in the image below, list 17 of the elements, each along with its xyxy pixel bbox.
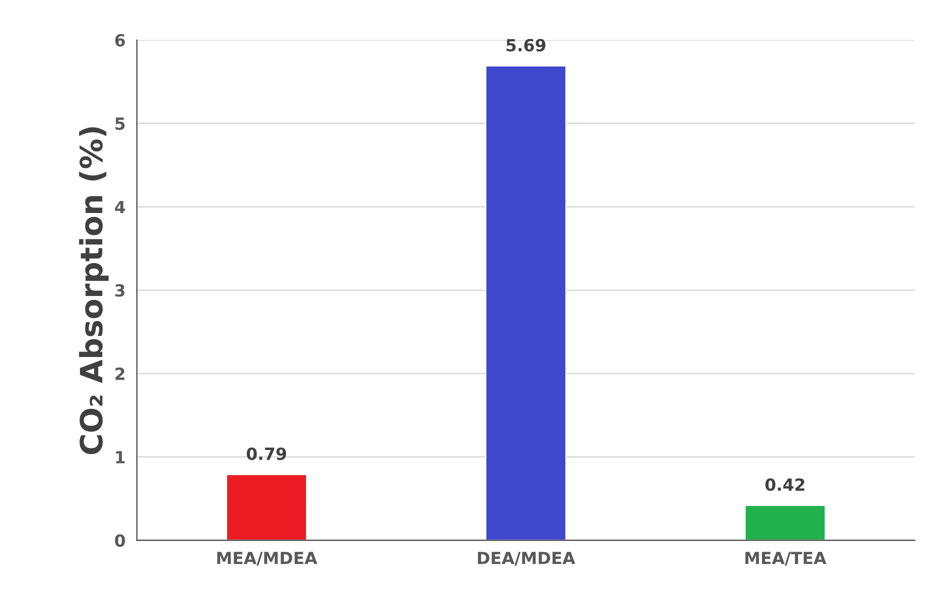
x-tick-label: DEA/MDEA <box>478 552 576 566</box>
y-tick-label: 5 <box>115 118 125 130</box>
y-tick-label: 3 <box>115 284 124 297</box>
data-label: 0.42 <box>765 478 804 491</box>
y-axis-title: CO₂ Absorption (%) <box>79 127 109 454</box>
bar <box>744 504 826 540</box>
data-label: 0.79 <box>246 447 286 460</box>
y-tick-label: 4 <box>114 200 126 214</box>
y-tick-label: 2 <box>116 367 124 380</box>
x-tick-label: MEA/TEA <box>745 552 826 566</box>
y-tick-label: 6 <box>115 34 125 47</box>
x-tick-label: MEA/MDEA <box>217 552 318 566</box>
y-tick-label: 1 <box>116 451 125 464</box>
y-tick-label: 0 <box>114 534 125 547</box>
bar <box>226 474 308 540</box>
bar <box>484 65 567 540</box>
data-label: 5.69 <box>506 38 546 52</box>
